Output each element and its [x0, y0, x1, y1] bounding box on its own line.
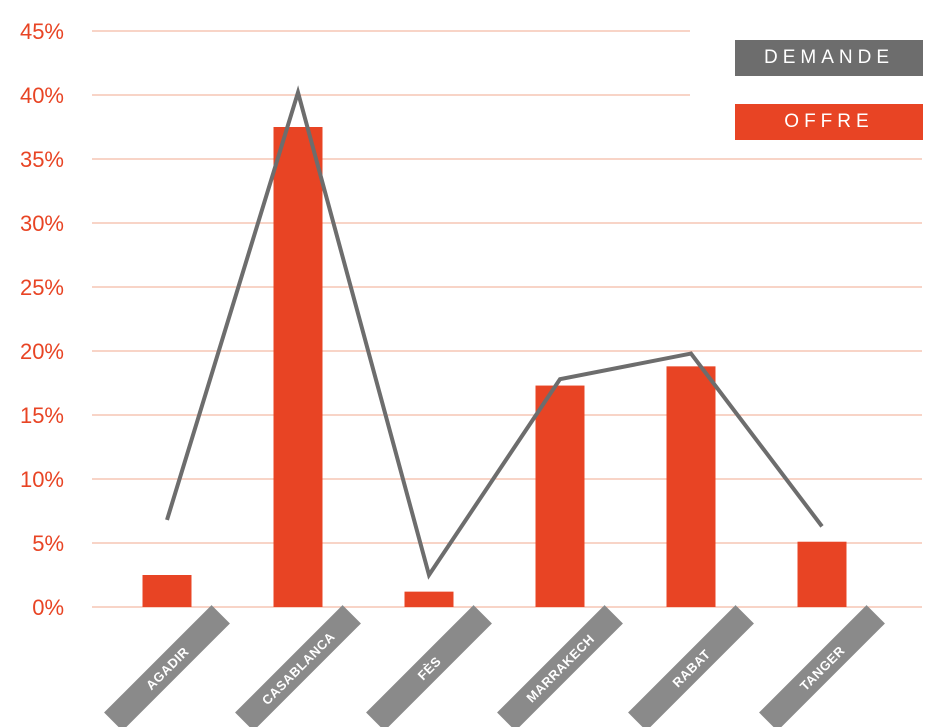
y-tick-label: 40% [20, 83, 64, 108]
y-axis-ticks: 0% 5% 10% 15% 20% 25% 30% 35% 40% 45% [20, 19, 64, 620]
bar-offre [666, 366, 716, 607]
x-tick: TANGER [759, 605, 885, 727]
x-tick: FÈS [366, 605, 492, 727]
x-tick-label: CASABLANCA [259, 629, 338, 708]
legend-demande: DEMANDE [735, 40, 923, 76]
y-tick-label: 25% [20, 275, 64, 300]
x-tick-ribbon [628, 605, 754, 727]
y-tick-label: 45% [20, 19, 64, 44]
y-tick-label: 10% [20, 467, 64, 492]
gridlines [92, 30, 922, 608]
demande-line [165, 85, 824, 580]
y-tick-label: 30% [20, 211, 64, 236]
y-tick-label: 15% [20, 403, 64, 428]
bar-offre [535, 385, 585, 607]
x-tick: MARRAKECH [497, 605, 623, 727]
x-tick: AGADIR [104, 605, 230, 727]
bar-offre [273, 127, 323, 607]
legend-demande-label: DEMANDE [763, 47, 894, 68]
y-tick-label: 35% [20, 147, 64, 172]
x-tick: CASABLANCA [235, 605, 361, 727]
x-tick-label: MARRAKECH [523, 631, 597, 705]
bar-offre [142, 575, 192, 607]
x-tick-ribbon [104, 605, 230, 727]
x-tick-ribbon [235, 605, 361, 727]
y-tick-label: 5% [32, 531, 64, 556]
x-tick-ribbon [366, 605, 492, 727]
x-tick: RABAT [628, 605, 754, 727]
y-tick-label: 20% [20, 339, 64, 364]
legend-offre-label: OFFRE [784, 111, 874, 132]
offre-bars [142, 127, 847, 607]
y-tick-label: 0% [32, 595, 64, 620]
x-tick-ribbon [759, 605, 885, 727]
line-demande [165, 85, 824, 580]
legend-offre: OFFRE [735, 104, 923, 140]
bar-offre [797, 541, 847, 607]
x-axis-ticks: AGADIR CASABLANCA FÈS MARRAKECH RABAT TANGER [104, 605, 885, 727]
x-tick-ribbon [497, 605, 623, 727]
bar-offre [404, 591, 454, 607]
